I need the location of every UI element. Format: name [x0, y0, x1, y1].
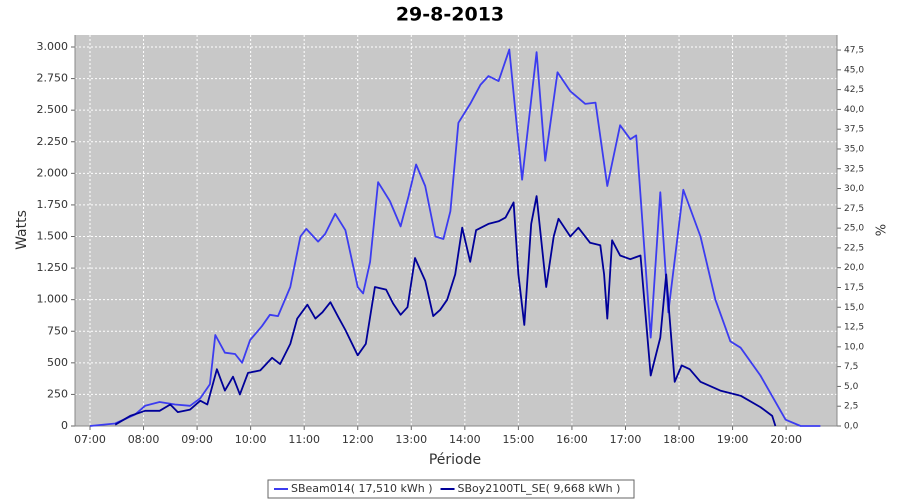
y2-tick-label: 17,5 [844, 283, 864, 293]
y-tick-label: 1.750 [37, 198, 69, 211]
y-tick-label: 1.250 [37, 261, 69, 274]
y2-tick-label: 22,5 [844, 243, 864, 253]
y2-tick-label: 2,5 [844, 402, 858, 412]
y-tick-label: 250 [47, 387, 68, 400]
x-tick-label: 10:00 [235, 433, 267, 446]
chart-title: 29-8-2013 [396, 4, 504, 26]
y-tick-label: 2.250 [37, 135, 69, 148]
series-line [114, 195, 777, 427]
y-tick-label: 750 [47, 324, 68, 337]
y2-tick-label: 42,5 [844, 85, 864, 95]
y2-tick-label: 5,0 [844, 382, 859, 392]
y-tick-label: 2.750 [37, 72, 69, 85]
series-line [89, 48, 821, 427]
y-tick-label: 1.000 [37, 293, 69, 306]
x-tick-label: 09:00 [181, 433, 213, 446]
y2-tick-label: 40,0 [844, 105, 864, 115]
x-tick-label: 20:00 [770, 433, 802, 446]
y2-tick-label: 32,5 [844, 164, 864, 174]
legend-label: SBeam014( 17,510 kWh ) [291, 482, 433, 495]
y-tick-label: 1.500 [37, 230, 69, 243]
y2-tick-label: 35,0 [844, 144, 864, 154]
y2-tick-label: 15,0 [844, 303, 864, 313]
y2-tick-label: 20,0 [844, 263, 864, 273]
y-tick-label: 3.000 [37, 40, 69, 53]
y2-tick-label: 27,5 [844, 204, 864, 214]
plot-area [75, 35, 837, 426]
x-tick-label: 14:00 [449, 433, 481, 446]
y-tick-label: 2.500 [37, 103, 69, 116]
x-tick-label: 08:00 [128, 433, 160, 446]
y-tick-label: 500 [47, 356, 68, 369]
y2-tick-label: 30,0 [844, 184, 864, 194]
y2-tick-label: 45,0 [844, 65, 864, 75]
x-tick-label: 13:00 [395, 433, 427, 446]
x-tick-label: 19:00 [717, 433, 749, 446]
x-tick-label: 15:00 [503, 433, 535, 446]
x-tick-label: 17:00 [610, 433, 642, 446]
y2-tick-label: 0,0 [844, 422, 859, 432]
y2-tick-label: 10,0 [844, 342, 864, 352]
x-tick-label: 16:00 [556, 433, 588, 446]
y2-tick-label: 47,5 [844, 46, 864, 56]
x-tick-label: 12:00 [342, 433, 374, 446]
x-tick-label: 07:00 [74, 433, 106, 446]
y2-tick-label: 25,0 [844, 224, 864, 234]
y2-tick-label: 7,5 [844, 362, 858, 372]
y2-tick-label: 37,5 [844, 125, 864, 135]
y-axis-label: Watts [14, 210, 30, 250]
x-tick-label: 18:00 [663, 433, 695, 446]
legend-label: SBoy2100TL_SE( 9,668 kWh ) [458, 482, 621, 495]
y2-tick-label: 12,5 [844, 323, 864, 333]
y-tick-label: 0 [61, 419, 68, 432]
x-tick-label: 11:00 [288, 433, 320, 446]
y2-axis-label: % [875, 224, 890, 236]
x-axis-label: Période [429, 452, 481, 468]
y-tick-label: 2.000 [37, 166, 69, 179]
